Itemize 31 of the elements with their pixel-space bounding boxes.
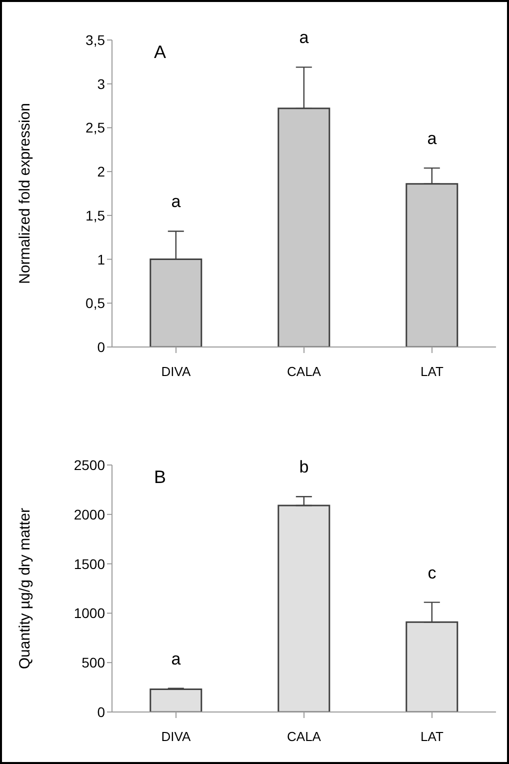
y-tick-label: 0,5 [86, 295, 106, 312]
x-tick-label: DIVA [161, 729, 192, 744]
annotation: b [299, 458, 309, 477]
y-tick-label: 1500 [74, 556, 106, 572]
annotation: a [299, 28, 310, 48]
y-tick-label: 3 [97, 76, 106, 92]
x-tick-label: LAT [420, 729, 444, 744]
annotation: B [154, 467, 166, 488]
annotation: a [171, 649, 182, 668]
annotation: a [427, 129, 438, 148]
annotation: c [428, 563, 437, 582]
y-tick-label: 2 [97, 164, 106, 180]
y-tick-label: 0 [97, 338, 106, 355]
y-tick-label: 0 [97, 704, 106, 720]
x-tick-label: CALA [287, 729, 322, 744]
y-axis-title: Normalized fold expression [16, 103, 34, 284]
bar [150, 688, 202, 712]
y-tick-label: 2500 [74, 456, 106, 473]
x-tick-label: CALA [287, 364, 322, 380]
y-tick-label: 1 [97, 251, 106, 268]
y-axis-title: Quantity µg/g dry matter [16, 508, 34, 670]
y-tick-label: 3,5 [86, 32, 106, 48]
annotation: a [171, 192, 182, 212]
y-tick-label: 1,5 [86, 207, 106, 224]
x-tick-label: DIVA [161, 364, 192, 380]
y-tick-label: 500 [82, 654, 106, 671]
x-tick-label: LAT [420, 364, 444, 380]
y-tick-label: 1000 [74, 605, 106, 622]
annotation: A [154, 42, 166, 63]
y-tick-label: 2,5 [86, 120, 106, 136]
y-tick-label: 2000 [74, 506, 106, 522]
